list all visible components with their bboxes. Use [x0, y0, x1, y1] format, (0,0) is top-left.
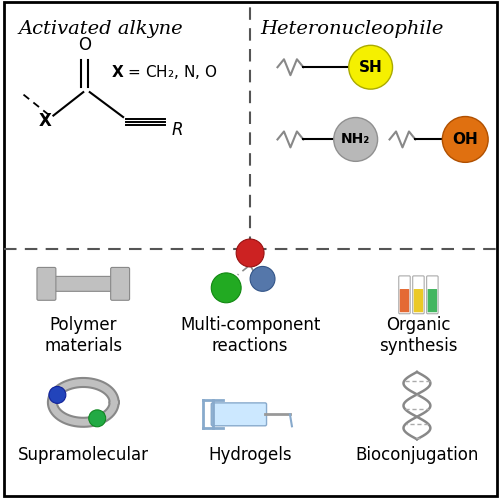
Circle shape	[334, 118, 378, 161]
Text: Organic
synthesis: Organic synthesis	[379, 316, 458, 355]
FancyBboxPatch shape	[428, 289, 437, 312]
Text: Polymer
materials: Polymer materials	[44, 316, 122, 355]
FancyBboxPatch shape	[212, 403, 266, 426]
Text: Heteronucleophile: Heteronucleophile	[260, 20, 444, 38]
Text: Activated alkyne: Activated alkyne	[18, 20, 183, 38]
Circle shape	[236, 239, 264, 267]
Text: $\mathbf{X}$ = CH₂, N, O: $\mathbf{X}$ = CH₂, N, O	[110, 63, 217, 81]
Text: R: R	[172, 122, 183, 139]
Circle shape	[250, 266, 275, 291]
Text: Multi-component
reactions: Multi-component reactions	[180, 316, 320, 355]
FancyBboxPatch shape	[399, 276, 410, 314]
FancyBboxPatch shape	[4, 2, 496, 496]
Text: OH: OH	[452, 132, 478, 147]
Circle shape	[212, 273, 241, 303]
FancyBboxPatch shape	[400, 289, 409, 312]
FancyBboxPatch shape	[426, 276, 438, 314]
Text: Bioconjugation: Bioconjugation	[355, 446, 478, 464]
Text: SH: SH	[358, 60, 382, 75]
Circle shape	[442, 117, 488, 162]
FancyBboxPatch shape	[414, 289, 423, 312]
Circle shape	[49, 386, 66, 403]
Text: $\mathbf{X}$: $\mathbf{X}$	[38, 112, 52, 129]
FancyBboxPatch shape	[46, 276, 120, 291]
Circle shape	[89, 410, 106, 427]
Circle shape	[348, 45, 393, 89]
Text: Hydrogels: Hydrogels	[208, 446, 292, 464]
FancyBboxPatch shape	[37, 267, 56, 300]
Text: Supramolecular: Supramolecular	[18, 446, 149, 464]
FancyBboxPatch shape	[110, 267, 130, 300]
Text: O: O	[78, 36, 91, 54]
Text: NH₂: NH₂	[341, 132, 370, 146]
FancyBboxPatch shape	[412, 276, 424, 314]
